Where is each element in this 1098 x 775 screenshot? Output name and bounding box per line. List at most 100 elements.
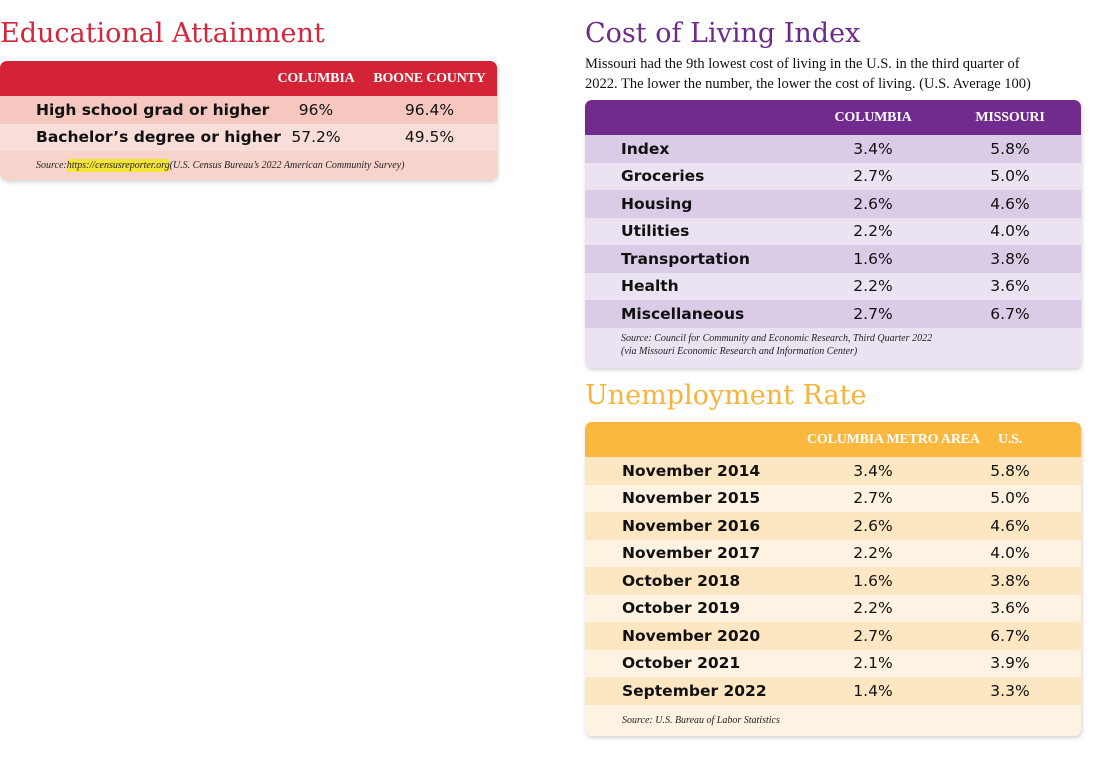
missouri-value: 5.0% [990, 167, 1030, 186]
us-value: 6.7% [990, 626, 1030, 645]
row-label: Housing [621, 194, 693, 213]
us-value: 5.8% [990, 461, 1030, 480]
education-title: Educational Attainment [0, 18, 325, 49]
table-row: Housing 2.6% 4.6% [585, 190, 1081, 218]
row-label: Bachelor’s degree or higher [36, 128, 281, 147]
columbia-value: 57.2% [291, 128, 341, 147]
table-row: Index 3.4% 5.8% [585, 135, 1081, 163]
education-source: Source: https://censusreporter.org (U.S.… [0, 151, 497, 180]
table-row: Miscellaneous 2.7% 6.7% [585, 300, 1081, 328]
row-label: November 2015 [622, 489, 761, 508]
us-value: 3.6% [990, 599, 1030, 618]
subtitle-line-2: 2022. The lower the number, the lower th… [585, 76, 1031, 92]
table-row: October 2021 2.1% 3.9% [585, 649, 1081, 677]
row-label: Health [621, 277, 679, 296]
columbia-value: 1.4% [853, 681, 893, 700]
row-label: October 2018 [622, 571, 741, 590]
us-value: 4.6% [990, 516, 1030, 535]
cost-of-living-source: Source: Council for Community and Econom… [585, 327, 1081, 368]
columbia-value: 3.4% [853, 461, 893, 480]
row-label: Transportation [621, 249, 750, 268]
columbia-value: 2.2% [853, 222, 893, 241]
header-boone-county: BOONE COUNTY [373, 70, 486, 86]
header-columbia: COLUMBIA [834, 109, 912, 125]
columbia-value: 3.4% [853, 139, 893, 158]
missouri-value: 3.8% [990, 249, 1030, 268]
row-label: September 2022 [622, 681, 767, 700]
columbia-value: 2.7% [853, 626, 893, 645]
source-link[interactable]: https://censusreporter.org [66, 159, 170, 172]
education-table: COLUMBIA BOONE COUNTY High school grad o… [0, 61, 497, 180]
columbia-value: 2.7% [853, 167, 893, 186]
row-label: November 2020 [622, 626, 761, 645]
columbia-value: 2.2% [853, 544, 893, 563]
educational-attainment-section: Educational Attainment COLUMBIA BOONE CO… [0, 18, 497, 180]
columbia-value: 2.7% [853, 489, 893, 508]
cost-of-living-subtitle: Missouri had the 9th lowest cost of livi… [585, 54, 1081, 94]
missouri-value: 4.6% [990, 194, 1030, 213]
unemployment-table: COLUMBIA METRO AREA U.S. November 2014 3… [585, 422, 1081, 736]
cost-of-living-section: Cost of Living Index Missouri had the 9t… [585, 18, 1081, 368]
header-missouri: MISSOURI [975, 109, 1045, 125]
missouri-value: 4.0% [990, 222, 1030, 241]
row-label: November 2016 [622, 516, 761, 535]
cost-of-living-table: COLUMBIA MISSOURI Index 3.4% 5.8% Grocer… [585, 100, 1081, 368]
source-line-2: (via Missouri Economic Research and Info… [621, 345, 858, 357]
missouri-value: 6.7% [990, 304, 1030, 323]
us-value: 5.0% [990, 489, 1030, 508]
columbia-value: 96% [298, 100, 334, 119]
header-columbia-metro: COLUMBIA METRO AREA [807, 431, 980, 447]
row-label: High school grad or higher [36, 100, 270, 119]
columbia-value: 2.2% [853, 599, 893, 618]
table-row: November 2020 2.7% 6.7% [585, 622, 1081, 650]
row-label: Miscellaneous [621, 304, 745, 323]
missouri-value: 3.6% [990, 277, 1030, 296]
missouri-value: 5.8% [990, 139, 1030, 158]
unemployment-rate-section: Unemployment Rate COLUMBIA METRO AREA U.… [585, 380, 1081, 736]
columbia-value: 2.6% [853, 516, 893, 535]
table-row: Transportation 1.6% 3.8% [585, 245, 1081, 273]
header-columbia: COLUMBIA [277, 70, 355, 86]
row-label: Index [621, 139, 670, 158]
source-suffix: (U.S. Census Bureau’s 2022 American Comm… [169, 160, 405, 171]
table-row: November 2015 2.7% 5.0% [585, 484, 1081, 512]
columbia-value: 1.6% [853, 249, 893, 268]
us-value: 4.0% [990, 544, 1030, 563]
columbia-value: 2.1% [853, 654, 893, 673]
table-row: Bachelor’s degree or higher 57.2% 49.5% [0, 123, 497, 151]
row-label: October 2021 [622, 654, 741, 673]
table-row: September 2022 1.4% 3.3% [585, 677, 1081, 705]
row-label: November 2017 [622, 544, 761, 563]
unemployment-title: Unemployment Rate [585, 380, 867, 411]
subtitle-line-1: Missouri had the 9th lowest cost of livi… [585, 56, 1020, 72]
table-row: High school grad or higher 96% 96.4% [0, 96, 497, 124]
table-row: Utilities 2.2% 4.0% [585, 217, 1081, 245]
cost-of-living-table-header: COLUMBIA MISSOURI [585, 100, 1081, 135]
row-label: November 2014 [622, 461, 761, 480]
us-value: 3.9% [990, 654, 1030, 673]
us-value: 3.8% [990, 571, 1030, 590]
row-label: October 2019 [622, 599, 741, 618]
unemployment-source: Source: U.S. Bureau of Labor Statistics [585, 704, 1081, 736]
us-value: 3.3% [990, 681, 1030, 700]
cost-of-living-title: Cost of Living Index [585, 18, 861, 49]
table-row: Health 2.2% 3.6% [585, 272, 1081, 300]
unemployment-table-header: COLUMBIA METRO AREA U.S. [585, 422, 1081, 457]
boone-value: 96.4% [404, 100, 455, 119]
columbia-value: 1.6% [853, 571, 893, 590]
columbia-value: 2.2% [853, 277, 893, 296]
table-row: November 2014 3.4% 5.8% [585, 457, 1081, 485]
columbia-value: 2.6% [853, 194, 893, 213]
source-prefix: Source: [36, 160, 67, 171]
table-row: October 2018 1.6% 3.8% [585, 567, 1081, 595]
boone-value: 49.5% [404, 128, 455, 147]
education-table-header: COLUMBIA BOONE COUNTY [0, 61, 497, 96]
row-label: Utilities [621, 222, 690, 241]
header-us: U.S. [997, 431, 1023, 447]
columbia-value: 2.7% [853, 304, 893, 323]
source-line-1: Source: Council for Community and Econom… [621, 332, 933, 344]
table-row: November 2017 2.2% 4.0% [585, 539, 1081, 567]
table-row: November 2016 2.6% 4.6% [585, 512, 1081, 540]
table-row: October 2019 2.2% 3.6% [585, 594, 1081, 622]
row-label: Groceries [621, 167, 705, 186]
